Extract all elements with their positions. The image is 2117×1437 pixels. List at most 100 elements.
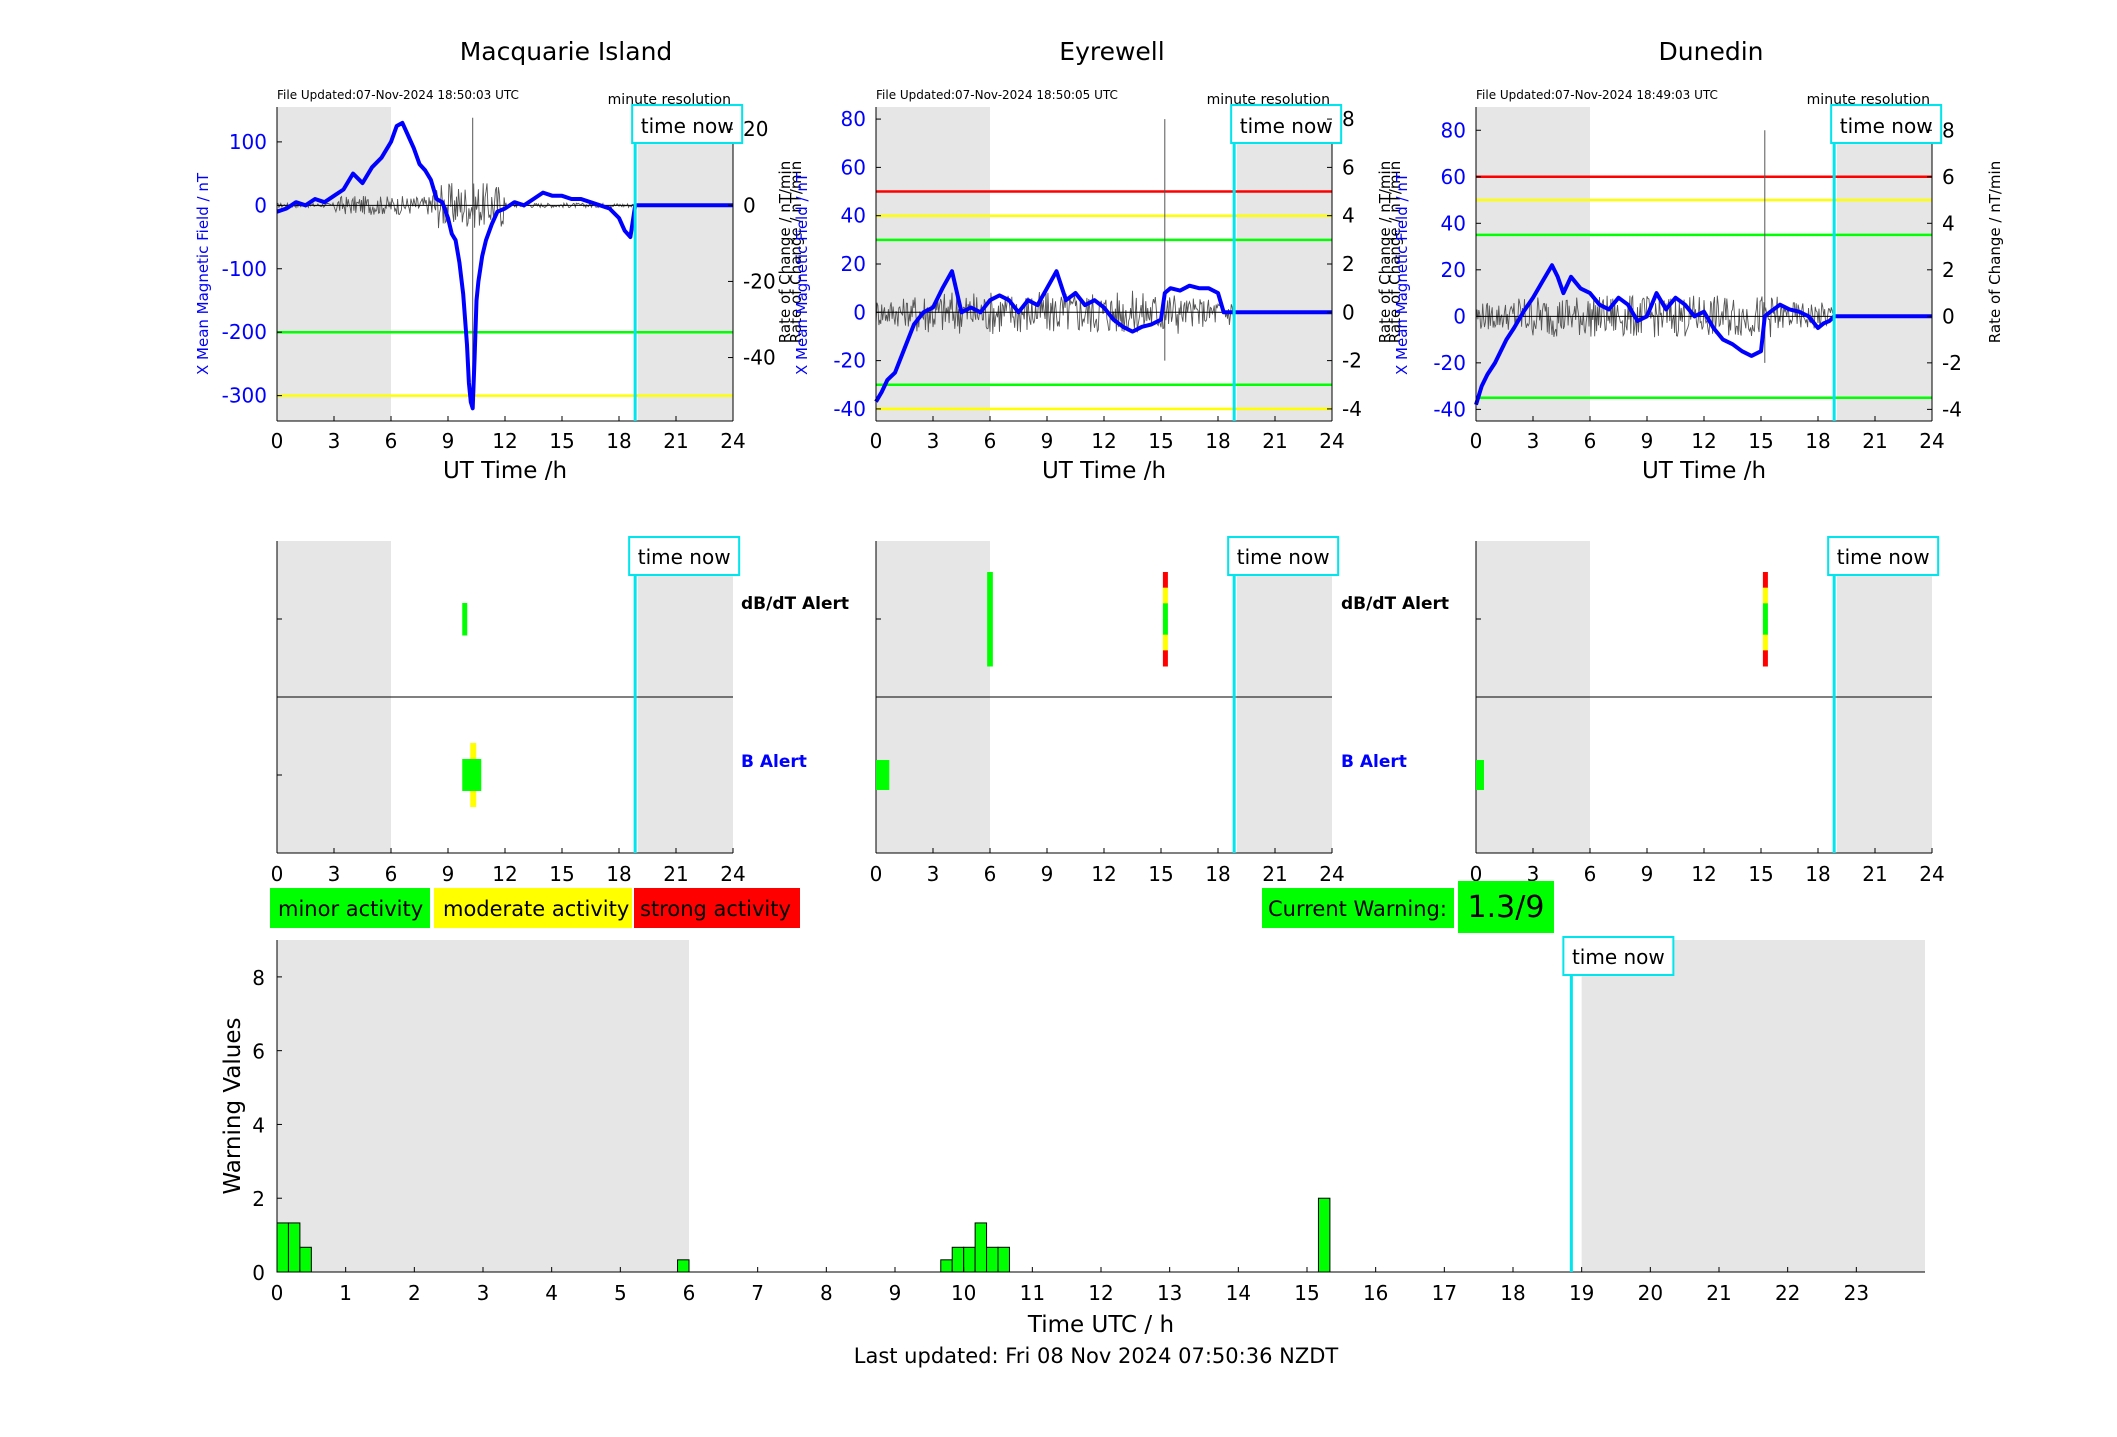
y-tick-label: 0 bbox=[254, 193, 267, 217]
x-tick-label: 18 bbox=[1805, 429, 1830, 453]
x-tick-label: 1 bbox=[339, 1281, 352, 1305]
time-now-label: time now bbox=[1237, 545, 1330, 569]
time-now-label: time now bbox=[1572, 945, 1665, 969]
night-shade bbox=[1837, 107, 1932, 421]
y-right-tick-label: -4 bbox=[1342, 397, 1362, 421]
file-updated-macquarie: File Updated:07-Nov-2024 18:50:03 UTC bbox=[277, 88, 519, 102]
warning-bar bbox=[951, 1246, 965, 1273]
night-shade bbox=[1476, 107, 1590, 421]
current-warning-label: Current Warning: bbox=[1268, 897, 1447, 921]
time-now-label: time now bbox=[1240, 114, 1333, 138]
y-right-tick-label: -20 bbox=[743, 269, 776, 293]
x-tick-label: 0 bbox=[271, 429, 284, 453]
night-shade bbox=[1237, 107, 1332, 421]
time-now-box bbox=[628, 536, 741, 576]
x-tick-label: 6 bbox=[984, 862, 997, 886]
x-tick-label: 19 bbox=[1569, 1281, 1594, 1305]
x-tick-label: 3 bbox=[927, 862, 940, 886]
time-now-box bbox=[1562, 936, 1675, 976]
file-updated-eyrewell: File Updated:07-Nov-2024 18:50:05 UTC bbox=[876, 88, 1118, 102]
time-now-label: time now bbox=[1837, 545, 1930, 569]
y-right-tick-label: 0 bbox=[1942, 304, 1955, 328]
x-tick-label: 15 bbox=[1748, 429, 1773, 453]
x-tick-label: 21 bbox=[663, 429, 688, 453]
x-tick-label: 24 bbox=[1319, 429, 1344, 453]
y-axis-label-right: Rate of Change / nT/min bbox=[1386, 161, 1404, 343]
station-title-eyrewell: Eyrewell bbox=[1059, 37, 1164, 66]
y-right-tick-label: -40 bbox=[743, 346, 776, 370]
x-tick-label: 24 bbox=[720, 862, 745, 886]
y-right-tick-label: 0 bbox=[743, 193, 756, 217]
y-axis-label-right-mirror: Rate of Change / nT/min bbox=[776, 161, 794, 343]
legend-moderate-swatch bbox=[434, 888, 632, 928]
field-series-line bbox=[874, 269, 1332, 403]
night-shade bbox=[277, 940, 689, 1272]
x-tick-label: 9 bbox=[889, 1281, 902, 1305]
x-tick-label: 9 bbox=[1041, 429, 1054, 453]
dbdt-alert-bar bbox=[1762, 587, 1768, 604]
x-tick-label: 5 bbox=[614, 1281, 627, 1305]
y-axis-label: X Mean Magnetic Field / nT bbox=[1393, 172, 1411, 375]
x-tick-label: 0 bbox=[870, 862, 883, 886]
time-now-box bbox=[1230, 104, 1343, 144]
x-tick-label: 9 bbox=[442, 429, 455, 453]
night-shade bbox=[1581, 940, 1925, 1272]
x-tick-label: 18 bbox=[606, 862, 631, 886]
time-now-label: time now bbox=[638, 545, 731, 569]
warning-bar bbox=[986, 1246, 999, 1273]
time-now-box bbox=[1830, 104, 1943, 144]
x-tick-label: 2 bbox=[408, 1281, 421, 1305]
warning-bar bbox=[997, 1246, 1010, 1273]
y-axis-label: X Mean Magnetic Field / nT bbox=[793, 172, 811, 375]
x-tick-label: 12 bbox=[1691, 429, 1716, 453]
alert-panel-eyrewell: time now 0 3 6 9 12 15 18 21 24 bbox=[870, 536, 1345, 886]
y-axis-label: Warning Values bbox=[220, 1017, 246, 1194]
warning-bar bbox=[1317, 1197, 1331, 1273]
y-tick-label: 6 bbox=[252, 1040, 265, 1064]
b-alert-bar bbox=[876, 760, 890, 790]
dbdt-alert-bar bbox=[1162, 634, 1168, 651]
y-tick-label: 80 bbox=[1441, 118, 1466, 142]
x-tick-label: 12 bbox=[492, 429, 517, 453]
y-tick-label: -20 bbox=[1433, 351, 1466, 375]
time-now-box bbox=[631, 104, 744, 144]
y-right-tick-label: 6 bbox=[1942, 165, 1955, 189]
x-tick-label: 24 bbox=[1319, 862, 1344, 886]
time-now-box bbox=[1827, 536, 1940, 576]
dbdt-alert-bar bbox=[1762, 634, 1768, 651]
y-tick-label: 20 bbox=[1441, 258, 1466, 282]
current-warning-label-box bbox=[1262, 888, 1454, 928]
warning-bar bbox=[974, 1222, 988, 1273]
y-tick-label: -40 bbox=[833, 397, 866, 421]
y-right-tick-label: 2 bbox=[1342, 252, 1355, 276]
x-tick-label: 21 bbox=[1262, 429, 1287, 453]
resolution-label: minute resolution bbox=[1207, 92, 1330, 108]
x-tick-label: 3 bbox=[1527, 429, 1540, 453]
x-tick-label: 17 bbox=[1432, 1281, 1457, 1305]
y-tick-label: 20 bbox=[841, 252, 866, 276]
y-tick-label: 4 bbox=[252, 1113, 265, 1137]
y-right-tick-label: 2 bbox=[1942, 258, 1955, 282]
y-tick-label: 40 bbox=[841, 204, 866, 228]
field-series-line bbox=[276, 120, 733, 411]
dbdt-alert-label-1: dB/dT Alert bbox=[741, 594, 849, 614]
x-tick-label: 21 bbox=[1862, 862, 1887, 886]
x-tick-label: 18 bbox=[1205, 429, 1230, 453]
x-tick-label: 15 bbox=[1294, 1281, 1319, 1305]
time-now-label: time now bbox=[641, 114, 734, 138]
y-tick-label: -300 bbox=[222, 384, 267, 408]
warning-bar bbox=[940, 1259, 953, 1273]
x-axis-label: Time UTC / h bbox=[1027, 1312, 1174, 1338]
x-tick-label: 6 bbox=[385, 862, 398, 886]
warning-bar bbox=[287, 1222, 301, 1273]
y-axis-label-right-mirror: Rate of Change / nT/min bbox=[1376, 161, 1394, 343]
warning-bar bbox=[276, 1222, 289, 1273]
dbdt-alert-bar bbox=[1762, 572, 1768, 589]
dbdt-alert-bar bbox=[1162, 603, 1168, 620]
resolution-label: minute resolution bbox=[1807, 92, 1930, 108]
legend-moderate-label: moderate activity bbox=[443, 897, 629, 921]
x-tick-label: 9 bbox=[1041, 862, 1054, 886]
